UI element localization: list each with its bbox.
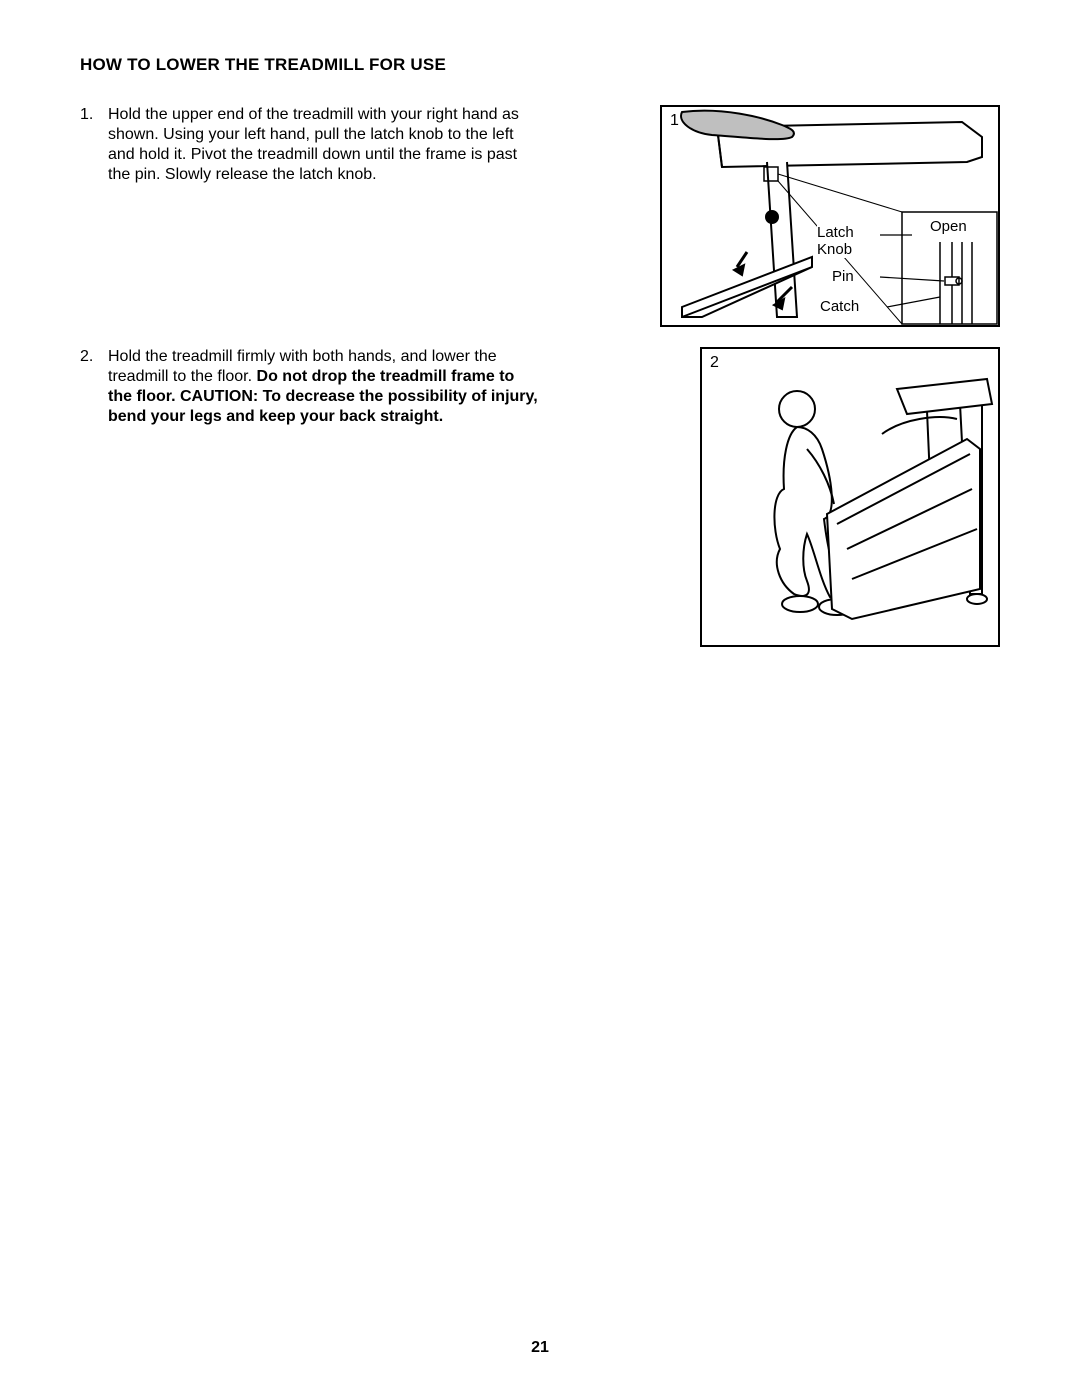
annot-latch-knob: Latch Knob [817,225,854,258]
annot-pin: Pin [832,269,854,286]
page-number: 21 [0,1339,1080,1357]
figure-2-label: 2 [710,354,719,372]
step-2-body: Hold the treadmill firmly with both hand… [108,347,538,427]
step-1-text: 1. Hold the upper end of the treadmill w… [80,105,642,185]
step-2-number: 2. [80,347,98,427]
figure-2: 2 [700,347,1000,647]
annot-open: Open [930,219,967,236]
step-1-number: 1. [80,105,98,185]
step-1-row: 1. Hold the upper end of the treadmill w… [80,105,1000,327]
figure-2-illustration [702,349,1002,649]
figure-1-label: 1 [670,112,679,130]
manual-page: HOW TO LOWER THE TREADMILL FOR USE 1. Ho… [0,0,1080,1397]
step-1-body: Hold the upper end of the treadmill with… [108,105,538,185]
step-1-plain: Hold the upper end of the treadmill with… [108,106,519,183]
step-2-row: 2. Hold the treadmill firmly with both h… [80,347,1000,647]
section-title: HOW TO LOWER THE TREADMILL FOR USE [80,55,1000,75]
step-2-text: 2. Hold the treadmill firmly with both h… [80,347,642,427]
figure-1: 1 [660,105,1000,327]
annot-catch: Catch [820,299,859,316]
